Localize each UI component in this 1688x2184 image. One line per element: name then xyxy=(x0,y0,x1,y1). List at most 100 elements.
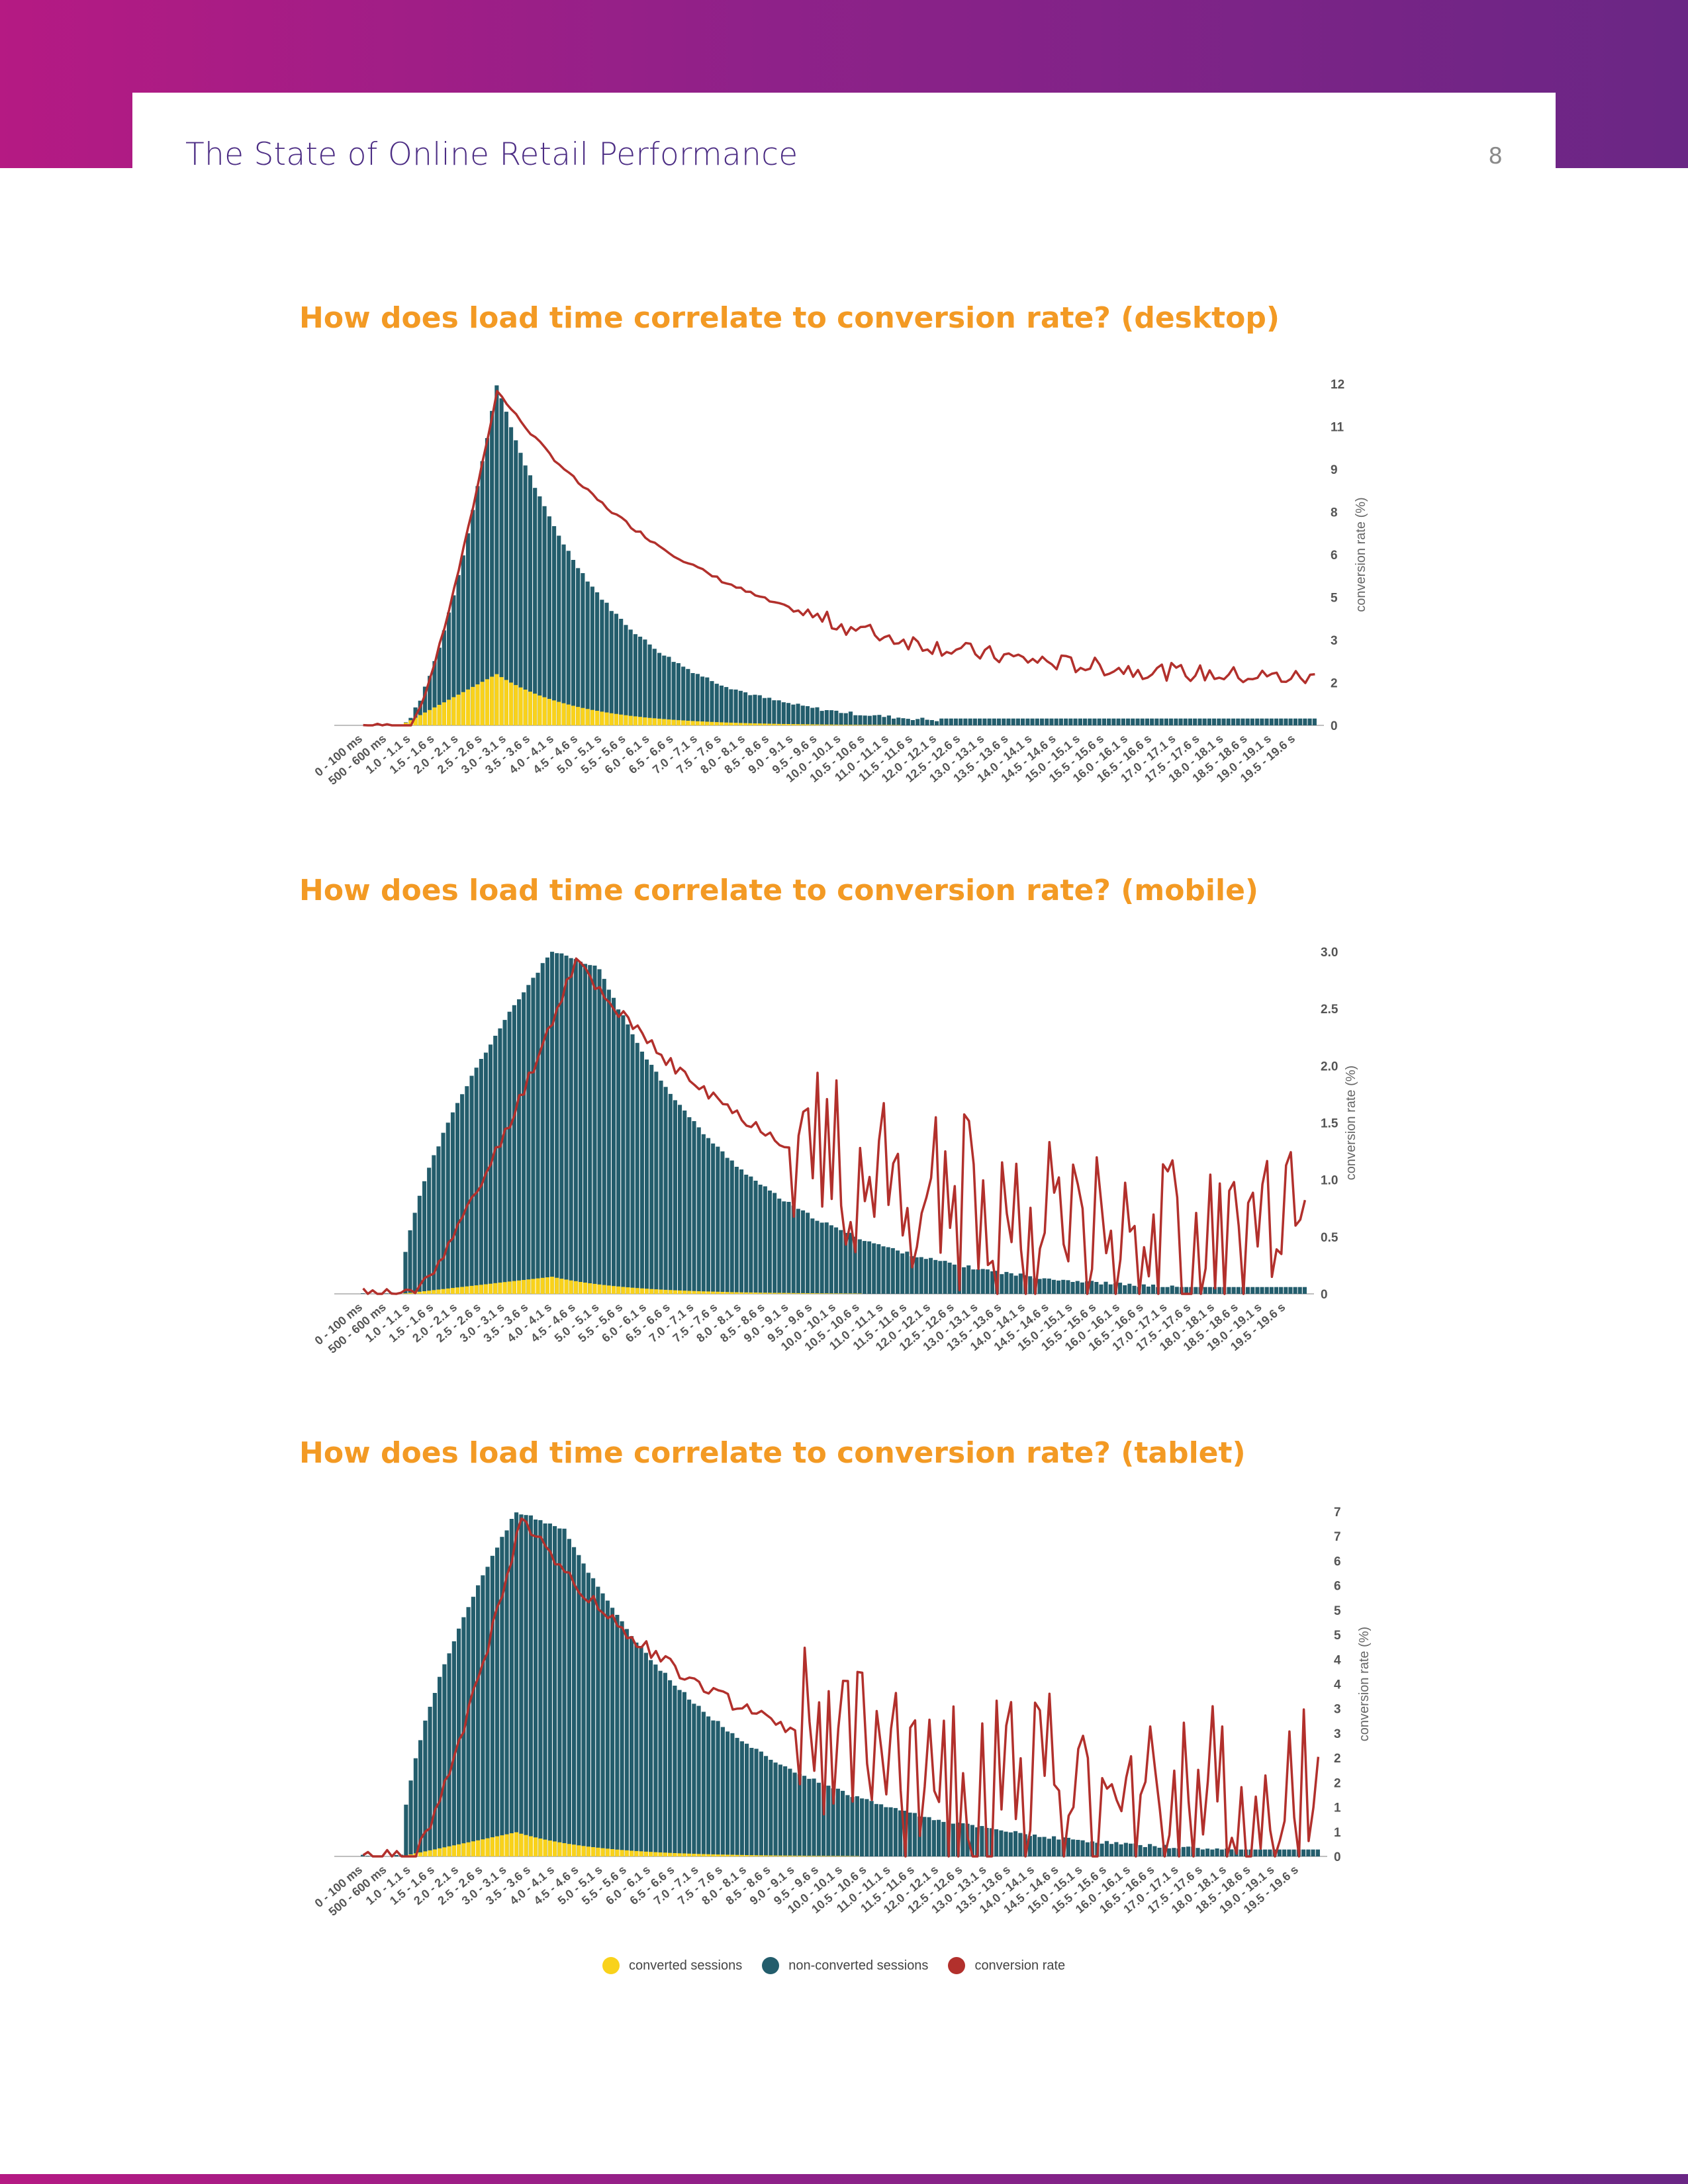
bar-converted xyxy=(796,1293,800,1294)
bar-non-converted xyxy=(562,1528,567,1856)
bar-converted xyxy=(531,1279,536,1294)
bar-non-converted xyxy=(471,510,475,725)
bar-non-converted xyxy=(820,711,824,725)
bar-converted xyxy=(829,1293,833,1294)
bar-converted xyxy=(480,682,485,725)
bar-non-converted xyxy=(1013,1831,1018,1856)
bar-non-converted xyxy=(696,1127,701,1294)
bar-non-converted xyxy=(1288,1287,1293,1294)
bar-converted xyxy=(441,1289,445,1294)
bar-non-converted xyxy=(1150,718,1154,725)
bar-converted xyxy=(413,717,418,725)
bar-non-converted xyxy=(653,1664,658,1856)
bar-converted xyxy=(432,1290,436,1294)
bar-converted xyxy=(649,1852,653,1856)
bar-non-converted xyxy=(1167,1848,1172,1856)
bar-non-converted xyxy=(1075,1281,1080,1294)
bar-non-converted xyxy=(481,1575,485,1856)
bar-converted xyxy=(733,723,738,725)
bar-converted xyxy=(772,723,776,725)
bar-non-converted xyxy=(829,710,834,725)
bar-non-converted xyxy=(1258,1849,1262,1856)
bar-non-converted xyxy=(569,958,573,1294)
bar-converted xyxy=(403,1293,408,1294)
bar-non-converted xyxy=(935,721,939,725)
bar-non-converted xyxy=(759,1751,763,1856)
bar-non-converted xyxy=(824,710,829,725)
bar-converted xyxy=(534,1837,538,1856)
bar-non-converted xyxy=(361,1293,365,1294)
bar-non-converted xyxy=(567,1539,571,1856)
bar-non-converted xyxy=(801,1210,806,1294)
bar-non-converted xyxy=(1000,1274,1004,1294)
y2-tick-label: 7 xyxy=(1334,1506,1341,1520)
bar-converted xyxy=(533,694,538,725)
mobile-conversion-chart: 3.0 2.5 2.0 1.5 1.0 0.5 0 conversion rate (%) 0 … xyxy=(312,946,1358,1356)
bar-converted xyxy=(743,723,748,725)
bar-non-converted xyxy=(609,611,614,725)
bar-converted xyxy=(806,1293,810,1294)
bar-non-converted xyxy=(853,715,858,725)
bar-non-converted xyxy=(791,1205,796,1294)
bar-non-converted xyxy=(980,1826,984,1856)
bar-converted xyxy=(581,1846,586,1856)
bar-non-converted xyxy=(465,1086,469,1294)
bar-converted xyxy=(678,1290,682,1294)
bar-non-converted xyxy=(1312,718,1317,725)
bar-non-converted xyxy=(857,1239,862,1294)
bar-non-converted xyxy=(552,526,557,725)
bar-converted xyxy=(754,1855,759,1856)
bar-non-converted xyxy=(772,700,776,725)
bar-converted xyxy=(673,1290,677,1294)
y2-tick-label: 3 xyxy=(1334,1703,1341,1717)
bar-converted xyxy=(624,1850,629,1856)
bar-non-converted xyxy=(681,666,686,725)
bar-non-converted xyxy=(834,710,839,725)
bar-converted xyxy=(606,1285,611,1294)
chart-title-desktop: How does load time correlate to conversi… xyxy=(299,301,1280,335)
bar-non-converted xyxy=(1099,1284,1103,1294)
bar-non-converted xyxy=(514,1512,519,1856)
bar-non-converted xyxy=(758,1185,763,1294)
bar-converted xyxy=(509,1833,514,1856)
bar-non-converted xyxy=(1302,1287,1307,1294)
bar-non-converted xyxy=(719,685,724,725)
bar-converted xyxy=(639,1851,643,1856)
bar-converted xyxy=(800,724,805,725)
y2-axis-label: conversion rate (%) xyxy=(1354,497,1368,612)
bar-converted xyxy=(489,1283,493,1294)
bar-converted xyxy=(455,1287,460,1294)
bar-converted xyxy=(451,697,456,725)
bar-non-converted xyxy=(1002,718,1006,725)
bar-converted xyxy=(682,1853,686,1856)
bar-non-converted xyxy=(985,1269,990,1294)
bar-non-converted xyxy=(710,681,714,725)
bar-non-converted xyxy=(668,1680,673,1856)
bar-non-converted xyxy=(442,630,446,725)
bar-converted xyxy=(504,1834,509,1856)
bar-non-converted xyxy=(706,1138,711,1294)
bar-non-converted xyxy=(578,962,583,1294)
bar-converted xyxy=(744,1292,749,1294)
bar-non-converted xyxy=(949,718,953,725)
bar-non-converted xyxy=(1066,1280,1070,1294)
bar-non-converted xyxy=(1143,1846,1147,1856)
bar-non-converted xyxy=(1045,718,1049,725)
bar-non-converted xyxy=(867,1241,872,1294)
bar-non-converted xyxy=(815,707,820,725)
bar-non-converted xyxy=(1311,1849,1315,1856)
bar-non-converted xyxy=(450,1112,455,1294)
bar-non-converted xyxy=(555,953,559,1294)
bar-converted xyxy=(436,1289,441,1294)
bar-converted xyxy=(692,1291,696,1294)
bar-non-converted xyxy=(966,1265,971,1294)
y2-tick-label: 3.0 xyxy=(1321,946,1338,960)
bar-non-converted xyxy=(1068,718,1073,725)
bar-non-converted xyxy=(1264,718,1269,725)
bar-converted xyxy=(536,1278,540,1294)
bar-non-converted xyxy=(447,612,451,725)
bar-non-converted xyxy=(773,1193,777,1294)
bar-non-converted xyxy=(1197,718,1202,725)
bar-non-converted xyxy=(442,1664,447,1856)
bar-non-converted xyxy=(662,655,667,725)
